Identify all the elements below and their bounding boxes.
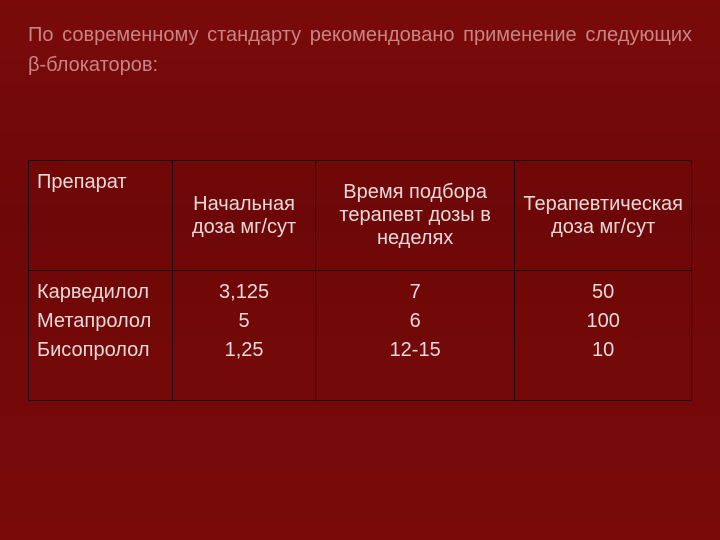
weeks-value: 12-15 (324, 339, 506, 362)
drug-name: Метапролол (37, 310, 164, 333)
cell-weeks: 7 6 12-15 (315, 271, 514, 401)
cell-therapeutic-dose: 50 100 10 (515, 271, 692, 401)
table-data-row: Карведилол Метапролол Бисопролол 3,125 5… (29, 271, 692, 401)
therapeutic-dose-value: 10 (523, 339, 683, 362)
cell-drug: Карведилол Метапролол Бисопролол (29, 271, 173, 401)
drug-name: Карведилол (37, 281, 164, 304)
drug-name: Бисопролол (37, 339, 164, 362)
col-header-drug: Препарат (29, 161, 173, 271)
table-header-row: Препарат Начальная доза мг/сут Время под… (29, 161, 692, 271)
drug-table-wrap: Препарат Начальная доза мг/сут Время под… (28, 160, 692, 401)
start-dose-value: 1,25 (181, 339, 307, 362)
slide-heading: По современному стандарту рекомендовано … (0, 0, 720, 80)
col-header-therapeutic-dose: Терапевтическая доза мг/сут (515, 161, 692, 271)
col-header-start-dose: Начальная доза мг/сут (173, 161, 316, 271)
drug-table: Препарат Начальная доза мг/сут Время под… (28, 160, 692, 401)
weeks-value: 6 (324, 310, 506, 333)
start-dose-value: 3,125 (181, 281, 307, 304)
cell-start-dose: 3,125 5 1,25 (173, 271, 316, 401)
col-header-weeks: Время подбора терапевт дозы в неделях (315, 161, 514, 271)
weeks-value: 7 (324, 281, 506, 304)
start-dose-value: 5 (181, 310, 307, 333)
therapeutic-dose-value: 100 (523, 310, 683, 333)
therapeutic-dose-value: 50 (523, 281, 683, 304)
